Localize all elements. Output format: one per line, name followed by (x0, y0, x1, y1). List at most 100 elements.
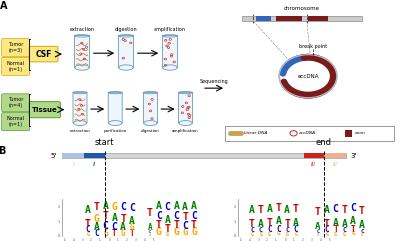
Text: -5: -5 (240, 238, 242, 241)
Text: A: A (350, 216, 356, 226)
Text: exon: exon (354, 131, 365, 135)
Text: T: T (174, 220, 179, 230)
Text: A: A (156, 201, 162, 211)
Text: C: C (149, 230, 151, 234)
Text: break point: break point (299, 44, 327, 49)
Text: Tissue: Tissue (32, 107, 58, 113)
Text: digestion: digestion (141, 129, 160, 134)
Text: purification: purification (104, 129, 127, 134)
Text: 5': 5' (51, 153, 57, 159)
Text: end: end (316, 138, 332, 147)
Text: G: G (317, 233, 319, 237)
Text: C: C (129, 203, 135, 213)
Text: C: C (174, 211, 179, 221)
Text: T: T (342, 205, 347, 215)
Text: B: B (0, 146, 5, 155)
Text: A: A (112, 213, 117, 223)
Text: C: C (94, 229, 99, 238)
Text: T: T (293, 204, 299, 214)
Text: A: A (103, 201, 108, 211)
Text: 2: 2 (302, 238, 304, 241)
Text: G: G (86, 232, 90, 237)
Text: C: C (156, 211, 162, 221)
Text: T: T (165, 224, 170, 234)
Text: T: T (315, 207, 321, 217)
Text: G: G (103, 229, 108, 238)
Text: C: C (165, 202, 170, 212)
Text: III: III (310, 162, 315, 167)
Text: G: G (351, 231, 355, 236)
Text: 5: 5 (328, 238, 330, 241)
Text: 2: 2 (58, 205, 60, 209)
Text: T: T (156, 220, 162, 230)
Text: A: A (284, 205, 290, 215)
Text: G: G (294, 232, 298, 237)
Text: G: G (250, 232, 254, 237)
Text: 4: 4 (320, 238, 321, 241)
Text: 1: 1 (293, 238, 295, 241)
Text: C: C (360, 228, 364, 234)
Text: Tumor
(n=4): Tumor (n=4) (8, 97, 23, 108)
Text: Normal
(n=1): Normal (n=1) (7, 61, 25, 72)
Text: G: G (149, 233, 151, 237)
Text: linear DNA: linear DNA (244, 131, 267, 135)
FancyBboxPatch shape (2, 113, 30, 131)
Text: -2: -2 (90, 238, 93, 241)
Text: C: C (324, 225, 329, 234)
Text: -5: -5 (64, 238, 66, 241)
Text: C: C (191, 211, 197, 221)
Text: C: C (294, 225, 298, 234)
Text: G: G (174, 228, 179, 237)
Text: amplification: amplification (172, 129, 199, 134)
Bar (276, 15, 302, 21)
Text: 3: 3 (135, 238, 136, 241)
Text: A: A (267, 204, 272, 214)
Text: A: A (0, 1, 7, 12)
Bar (62, 153, 346, 158)
Text: 2: 2 (234, 205, 236, 209)
Text: T: T (112, 229, 117, 238)
FancyBboxPatch shape (2, 57, 30, 75)
Text: 4: 4 (144, 238, 145, 241)
Text: 1: 1 (117, 238, 119, 241)
Text: A: A (165, 215, 170, 225)
Circle shape (279, 55, 337, 98)
FancyBboxPatch shape (162, 36, 178, 68)
Text: C: C (285, 227, 289, 233)
Ellipse shape (179, 120, 192, 126)
Text: 0: 0 (58, 234, 60, 238)
Text: T: T (359, 206, 365, 216)
Text: G: G (343, 232, 346, 237)
Text: II: II (93, 162, 96, 167)
FancyBboxPatch shape (108, 92, 122, 123)
Text: 0: 0 (108, 238, 110, 241)
Bar (256, 15, 271, 21)
FancyBboxPatch shape (74, 36, 90, 68)
Text: G: G (286, 232, 289, 237)
Text: A: A (359, 220, 365, 230)
Text: T: T (284, 219, 290, 229)
Text: A: A (174, 201, 179, 211)
FancyBboxPatch shape (73, 92, 87, 123)
Text: G: G (276, 231, 280, 236)
Ellipse shape (75, 65, 89, 70)
Text: T: T (267, 218, 272, 228)
Text: C: C (120, 202, 126, 212)
Text: A: A (324, 205, 330, 215)
Circle shape (286, 60, 330, 93)
FancyBboxPatch shape (118, 36, 134, 68)
Text: T: T (103, 211, 108, 221)
Text: -2: -2 (266, 238, 269, 241)
FancyBboxPatch shape (2, 94, 30, 112)
Ellipse shape (119, 65, 133, 70)
Text: T: T (324, 219, 330, 228)
Text: 2: 2 (126, 238, 128, 241)
Text: C: C (342, 227, 346, 233)
Text: C: C (86, 225, 90, 234)
Bar (242, 15, 362, 21)
Text: G: G (121, 229, 126, 238)
Bar (304, 153, 324, 158)
Text: 1: 1 (234, 220, 236, 224)
Text: A: A (258, 219, 264, 229)
Text: A: A (85, 205, 91, 215)
